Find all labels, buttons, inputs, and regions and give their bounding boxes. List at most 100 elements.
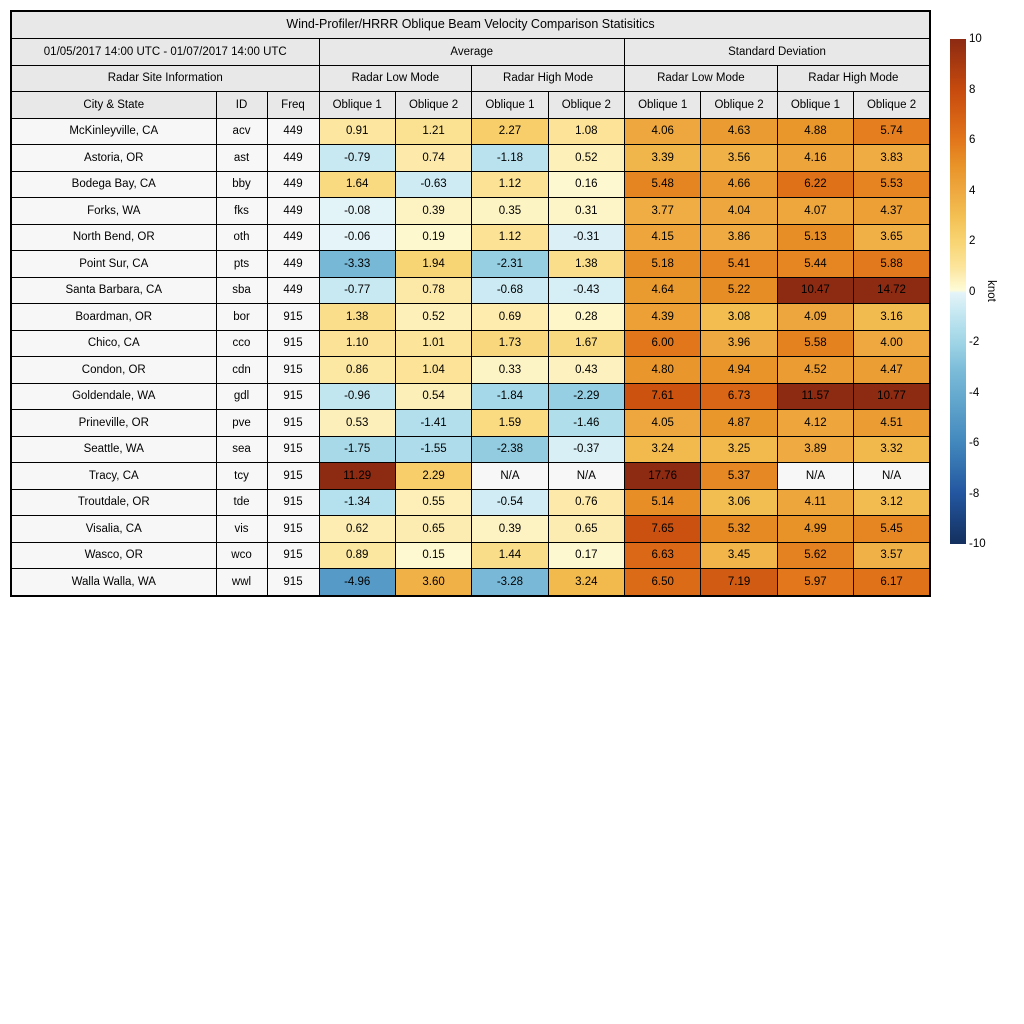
value-cell: 6.63 [623,541,702,569]
group-header-row: 01/05/2017 14:00 UTC - 01/07/2017 14:00 … [10,38,931,66]
colorbar-unit-label: knot [985,280,997,302]
site-id-cell: vis [215,515,268,543]
value-cell: 3.25 [700,435,778,463]
value-cell: -1.18 [471,144,549,172]
value-cell: 4.80 [623,356,702,384]
value-cell: N/A [547,462,626,490]
freq-cell: 915 [266,462,320,490]
value-cell: 4.64 [623,276,702,304]
freq-cell: 449 [266,250,320,278]
freq-cell: 915 [266,435,320,463]
value-cell: 0.89 [318,541,396,569]
freq-cell: 449 [266,170,320,198]
date-range-label: 01/05/2017 14:00 UTC - 01/07/2017 14:00 … [10,38,320,66]
value-cell: 1.10 [318,329,396,357]
city-cell: Seattle, WA [10,435,217,463]
value-cell: 3.24 [623,435,702,463]
city-cell: Wasco, OR [10,541,217,569]
value-cell: N/A [853,462,931,490]
value-cell: 2.29 [394,462,473,490]
value-cell: 0.62 [318,515,396,543]
value-cell: 4.15 [623,223,702,251]
value-cell: 5.44 [776,250,855,278]
value-cell: -1.75 [318,435,396,463]
site-id-cell: pts [215,250,268,278]
table-row: Prineville, OR pve 915 0.53 -1.41 1.59 -1.46 4.… [10,409,931,437]
site-id-cell: tde [215,488,268,516]
site-id-cell: bor [215,303,268,331]
city-cell: North Bend, OR [10,223,217,251]
value-cell: 4.12 [776,409,855,437]
value-cell: 0.78 [394,276,473,304]
city-cell: Chico, CA [10,329,217,357]
colorbar-tick-label: 2 [969,235,976,247]
value-cell: 1.01 [394,329,473,357]
value-cell: 4.51 [853,409,931,437]
value-cell: 1.08 [547,117,626,145]
city-cell: Boardman, OR [10,303,217,331]
table-row: Condon, OR cdn 915 0.86 1.04 0.33 0.43 4.80 4.94… [10,356,931,384]
site-id-cell: cdn [215,356,268,384]
value-cell: 1.67 [547,329,626,357]
value-cell: 4.47 [853,356,931,384]
value-cell: 7.65 [623,515,702,543]
col-header-oblique: Oblique 2 [547,91,626,119]
value-cell: -0.77 [318,276,396,304]
value-cell: -0.08 [318,197,396,225]
table-row: Goldendale, WA gdl 915 -0.96 0.54 -1.84 -2.29 7… [10,382,931,410]
value-cell: 0.35 [471,197,549,225]
value-cell: 0.91 [318,117,396,145]
city-cell: Visalia, CA [10,515,217,543]
sd-high-mode-label: Radar High Mode [776,64,931,92]
col-header-oblique: Oblique 2 [853,91,931,119]
city-cell: McKinleyville, CA [10,117,217,145]
site-id-cell: cco [215,329,268,357]
colorbar-tick-label: -4 [969,386,980,399]
freq-cell: 915 [266,303,320,331]
col-header-city-state: City & State [10,91,217,119]
value-cell: 3.32 [853,435,931,463]
table-row: Visalia, CA vis 915 0.62 0.65 0.39 0.65 7.65 5.3… [10,515,931,543]
city-cell: Point Sur, CA [10,250,217,278]
value-cell: -1.41 [394,409,473,437]
city-cell: Troutdale, OR [10,488,217,516]
value-cell: 1.38 [547,250,626,278]
value-cell: -0.37 [547,435,626,463]
table-row: Troutdale, OR tde 915 -1.34 0.55 -0.54 0.76 5.1… [10,488,931,516]
site-id-cell: pve [215,409,268,437]
value-cell: -0.31 [547,223,626,251]
value-cell: -1.46 [547,409,626,437]
value-cell: -2.38 [471,435,549,463]
value-cell: -0.79 [318,144,396,172]
value-cell: 3.86 [700,223,778,251]
value-cell: 5.22 [700,276,778,304]
city-cell: Condon, OR [10,356,217,384]
value-cell: 3.06 [700,488,778,516]
freq-cell: 449 [266,117,320,145]
site-id-cell: oth [215,223,268,251]
value-cell: -2.29 [547,382,626,410]
value-cell: 1.04 [394,356,473,384]
colorbar-tick-label: -10 [969,538,986,550]
city-cell: Walla Walla, WA [10,568,217,596]
value-cell: 5.41 [700,250,778,278]
city-cell: Prineville, OR [10,409,217,437]
value-cell: 4.94 [700,356,778,384]
freq-cell: 915 [266,382,320,410]
freq-cell: 915 [266,409,320,437]
title-row: Wind-Profiler/HRRR Oblique Beam Velocity… [10,10,931,39]
table-row: Santa Barbara, CA sba 449 -0.77 0.78 -0.68 -0.… [10,276,931,304]
value-cell: 3.96 [700,329,778,357]
sd-low-mode-label: Radar Low Mode [624,64,778,92]
comparison-statistics-table: Wind-Profiler/HRRR Oblique Beam Velocity… [10,10,931,597]
colorbar-tick-label: 8 [969,83,976,96]
value-cell: -1.84 [471,382,549,410]
site-id-cell: ast [215,144,268,172]
avg-low-mode-label: Radar Low Mode [318,64,473,92]
colorbar-tick-label: 10 [969,33,982,45]
value-cell: 3.77 [623,197,702,225]
value-cell: 4.05 [623,409,702,437]
table-row: Tracy, CA tcy 915 11.29 2.29 N/A N/A 17.76 5.37 N… [10,462,931,490]
value-cell: 5.97 [776,568,855,596]
avg-high-mode-label: Radar High Mode [471,64,625,92]
